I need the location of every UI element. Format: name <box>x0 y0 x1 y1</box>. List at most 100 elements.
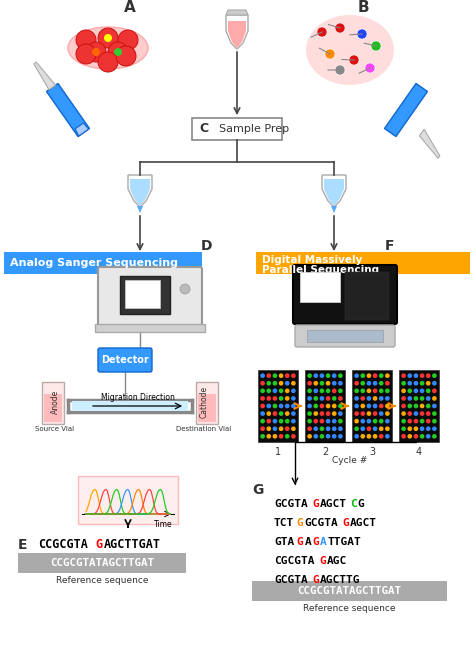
Circle shape <box>373 434 377 439</box>
Text: AGCTTGAT: AGCTTGAT <box>104 538 161 552</box>
Text: GTA: GTA <box>274 537 294 547</box>
Circle shape <box>366 419 371 424</box>
Circle shape <box>366 381 371 385</box>
Circle shape <box>401 389 406 393</box>
Circle shape <box>326 419 330 424</box>
Circle shape <box>408 373 412 378</box>
Circle shape <box>279 381 283 385</box>
FancyBboxPatch shape <box>295 325 395 347</box>
Circle shape <box>408 389 412 393</box>
Polygon shape <box>228 21 246 48</box>
Circle shape <box>285 419 290 424</box>
Circle shape <box>104 34 112 42</box>
Bar <box>196 382 218 424</box>
Circle shape <box>408 411 412 416</box>
Text: Migration Direction: Migration Direction <box>101 393 175 402</box>
Circle shape <box>326 411 330 416</box>
Text: 4: 4 <box>416 447 422 457</box>
Circle shape <box>260 396 265 401</box>
Circle shape <box>379 411 383 416</box>
Circle shape <box>354 373 359 378</box>
Circle shape <box>408 396 412 401</box>
Circle shape <box>307 381 312 385</box>
Text: Cycle #: Cycle # <box>332 456 368 465</box>
Circle shape <box>332 396 337 401</box>
Circle shape <box>260 426 265 431</box>
Text: C: C <box>350 499 357 509</box>
Text: AGCTTG: AGCTTG <box>319 575 360 585</box>
Circle shape <box>432 373 437 378</box>
Circle shape <box>307 396 312 401</box>
Circle shape <box>401 403 406 408</box>
Circle shape <box>279 403 283 408</box>
Polygon shape <box>34 62 55 90</box>
Circle shape <box>285 389 290 393</box>
Circle shape <box>338 419 343 424</box>
Circle shape <box>291 373 296 378</box>
Circle shape <box>414 419 418 424</box>
Circle shape <box>426 403 430 408</box>
Circle shape <box>420 396 424 401</box>
Circle shape <box>266 389 271 393</box>
Text: G: G <box>312 537 319 547</box>
Polygon shape <box>384 84 428 136</box>
Circle shape <box>326 426 330 431</box>
Text: G: G <box>312 499 319 509</box>
Text: Time: Time <box>155 520 173 529</box>
Bar <box>258 370 298 442</box>
Circle shape <box>317 27 327 37</box>
Circle shape <box>285 373 290 378</box>
Circle shape <box>401 434 406 439</box>
Circle shape <box>291 426 296 431</box>
Circle shape <box>291 396 296 401</box>
Text: G: G <box>297 518 303 528</box>
Circle shape <box>279 389 283 393</box>
Circle shape <box>335 23 345 33</box>
Polygon shape <box>331 206 337 213</box>
Circle shape <box>366 411 371 416</box>
Ellipse shape <box>306 15 394 85</box>
Circle shape <box>307 373 312 378</box>
Circle shape <box>432 389 437 393</box>
Circle shape <box>371 41 381 51</box>
Circle shape <box>260 389 265 393</box>
Circle shape <box>273 426 277 431</box>
Circle shape <box>379 434 383 439</box>
Circle shape <box>273 403 277 408</box>
Circle shape <box>313 389 318 393</box>
Polygon shape <box>75 123 89 136</box>
Circle shape <box>313 381 318 385</box>
Circle shape <box>414 426 418 431</box>
Bar <box>399 370 439 442</box>
Circle shape <box>432 396 437 401</box>
Text: GCGTA: GCGTA <box>274 575 308 585</box>
Circle shape <box>338 434 343 439</box>
Circle shape <box>285 426 290 431</box>
Polygon shape <box>322 175 346 207</box>
Circle shape <box>332 403 337 408</box>
Circle shape <box>313 411 318 416</box>
Circle shape <box>385 434 390 439</box>
Circle shape <box>266 381 271 385</box>
Circle shape <box>357 29 367 39</box>
Text: Reference sequence: Reference sequence <box>56 576 148 585</box>
Circle shape <box>291 389 296 393</box>
Text: D: D <box>201 239 213 253</box>
Text: Detector: Detector <box>101 355 149 365</box>
Circle shape <box>401 419 406 424</box>
Bar <box>256 252 470 274</box>
Circle shape <box>260 434 265 439</box>
Text: G: G <box>342 518 349 528</box>
Polygon shape <box>46 84 90 136</box>
Text: Sample Prep: Sample Prep <box>219 124 289 134</box>
Text: B: B <box>357 0 369 15</box>
Circle shape <box>385 396 390 401</box>
Circle shape <box>332 411 337 416</box>
Circle shape <box>366 434 371 439</box>
Circle shape <box>338 426 343 431</box>
Circle shape <box>319 411 324 416</box>
Circle shape <box>266 411 271 416</box>
Bar <box>198 394 216 422</box>
Circle shape <box>266 419 271 424</box>
Circle shape <box>313 403 318 408</box>
